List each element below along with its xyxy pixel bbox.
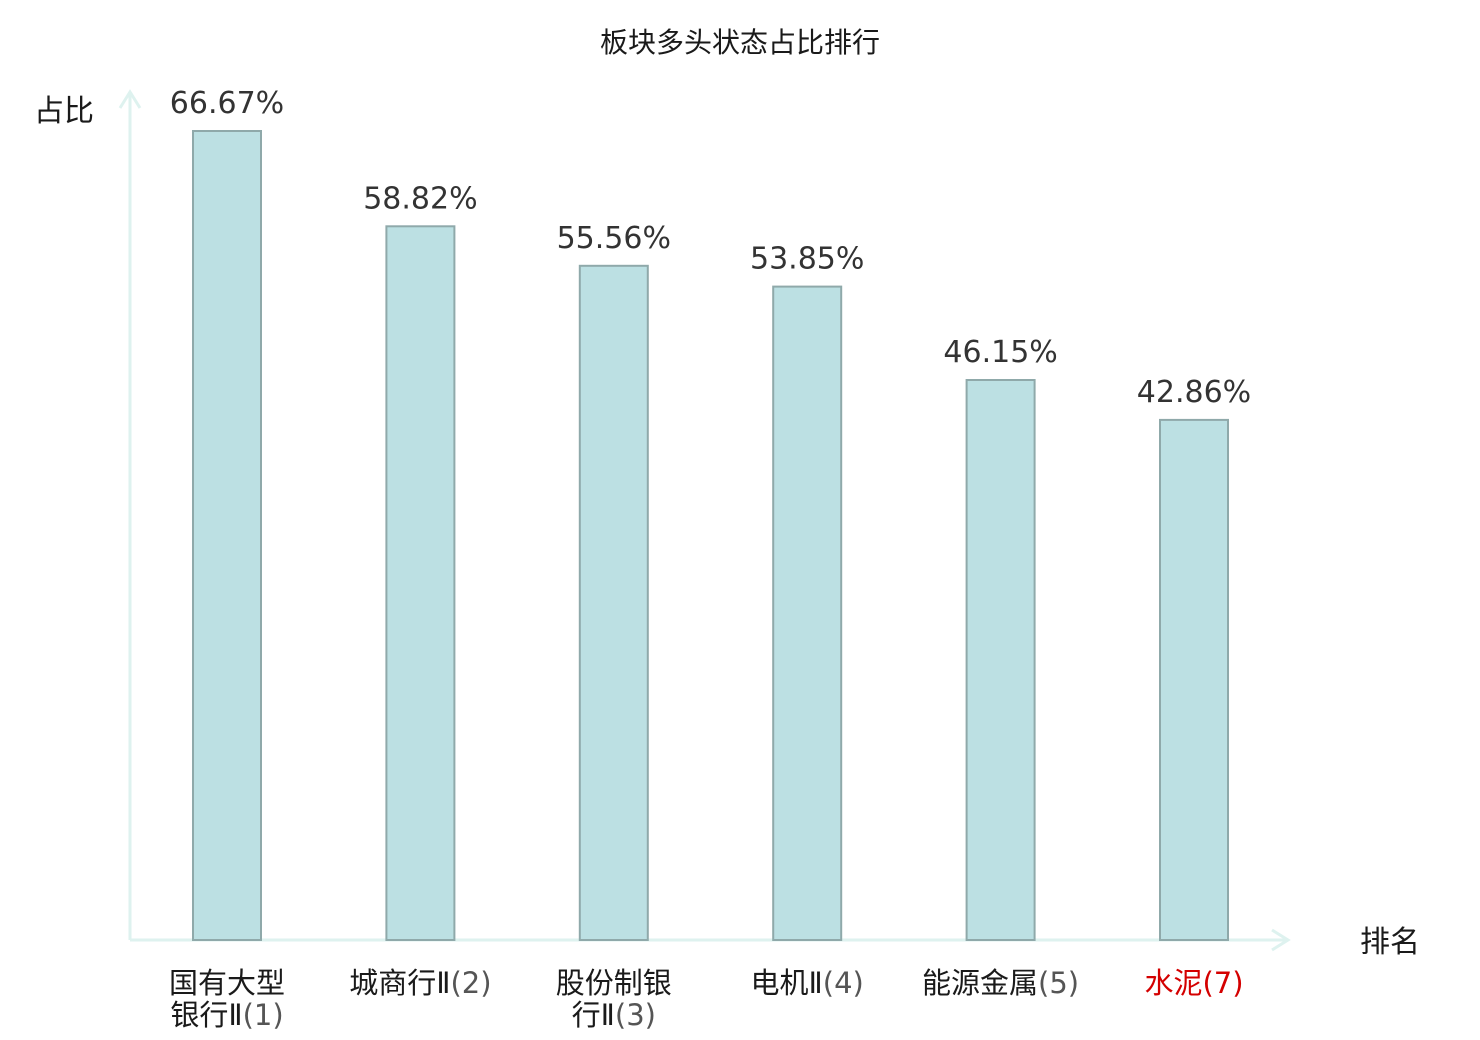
- x-axis-arrow: [1271, 928, 1291, 952]
- category-name: 城商行Ⅱ: [349, 966, 450, 1000]
- category-label: 能源金属(5): [922, 966, 1079, 1000]
- category-rank: (1): [243, 998, 284, 1032]
- value-labels-group: 66.67% 58.82% 55.56% 53.85% 46.15% 42.86%: [170, 86, 1251, 410]
- bar-value-label: 42.86%: [1137, 375, 1251, 410]
- category-name: 国有大型: [169, 966, 285, 1000]
- bars-group: [192, 130, 1229, 942]
- bar: [772, 285, 843, 942]
- category-label: 股份制银: [556, 966, 672, 1000]
- bar-value-label: 53.85%: [750, 242, 864, 277]
- category-name: 行Ⅱ: [572, 998, 615, 1032]
- y-axis-arrow: [118, 89, 142, 109]
- chart-title: 板块多头状态占比排行: [600, 26, 880, 59]
- category-label: 银行Ⅱ(1): [170, 998, 283, 1032]
- category-label: 电机Ⅱ(4): [751, 966, 864, 1000]
- bar-value-label: 55.56%: [557, 221, 671, 256]
- category-name: 股份制银: [556, 966, 672, 1000]
- category-rank: (2): [450, 966, 491, 1000]
- y-axis-label: 占比: [34, 94, 94, 129]
- category-label: 城商行Ⅱ(2): [349, 966, 491, 1000]
- category-label: 国有大型: [169, 966, 285, 1000]
- bar: [1159, 418, 1229, 941]
- bar: [578, 264, 649, 941]
- category-name: 水泥: [1144, 966, 1202, 1000]
- bar: [385, 225, 456, 942]
- category-name: 电机Ⅱ: [751, 966, 823, 1000]
- x-axis-label: 排名: [1360, 925, 1420, 960]
- category-rank: (5): [1038, 966, 1079, 1000]
- category-rank: (7): [1202, 966, 1243, 1000]
- category-name: 银行Ⅱ: [170, 998, 242, 1032]
- category-label: 行Ⅱ(3): [572, 998, 656, 1032]
- category-label: 水泥(7): [1144, 966, 1243, 1000]
- bar-value-label: 66.67%: [170, 86, 284, 121]
- bar-value-label: 46.15%: [943, 335, 1057, 370]
- bar: [965, 379, 1036, 941]
- category-rank: (4): [823, 966, 864, 1000]
- bar-value-label: 58.82%: [363, 181, 477, 216]
- bar: [192, 130, 262, 941]
- category-rank: (3): [615, 998, 656, 1032]
- category-name: 能源金属: [922, 966, 1038, 1000]
